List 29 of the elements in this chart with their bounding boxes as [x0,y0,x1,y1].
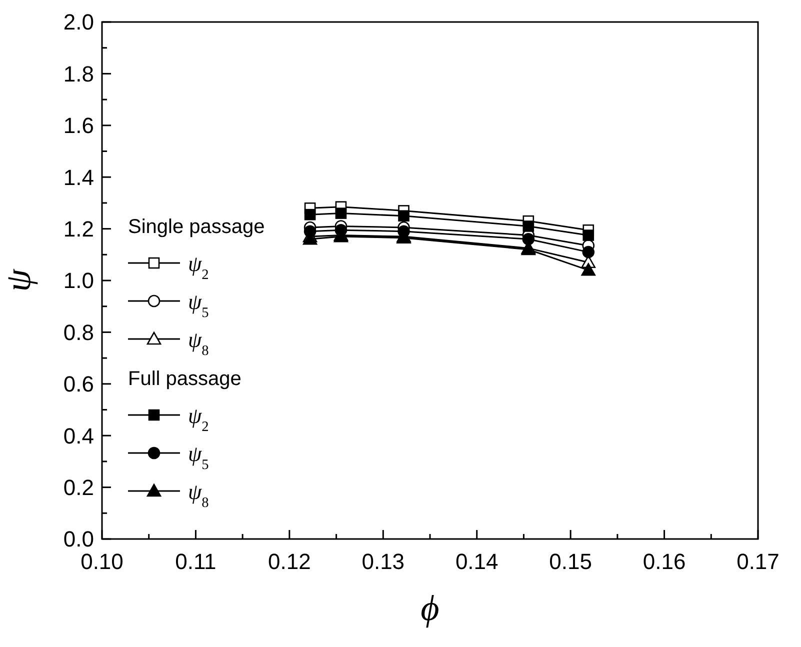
x-tick-label: 0.13 [362,549,405,574]
y-tick-label: 1.6 [63,113,94,138]
legend-label: ψ$_{8}$ [188,479,209,511]
annotation: Single passage [128,216,265,238]
y-tick-label: 0.0 [63,526,94,552]
y-tick-label: 1.0 [63,268,94,294]
y-tick-label: 1.4 [63,164,94,190]
legend-label: ψ$_{2}$ [188,251,209,283]
legend-label: ψ$_{5}$ [188,289,209,321]
annotation: Full passage [128,368,242,390]
x-tick-label: 0.10 [80,549,124,574]
x-tick-label: 0.16 [642,549,686,574]
y-axis-title: ψ [0,268,38,292]
y-tick-label: 1.2 [63,216,94,242]
y-tick-label: 1.8 [63,61,94,86]
x-tick-label: 0.12 [268,549,311,574]
y-tick-label: 0.8 [63,320,94,345]
y-tick-label: 2.0 [63,10,94,35]
x-tick-label: 0.17 [736,549,780,574]
legend-label: ψ$_{8}$ [188,327,209,359]
x-tick-label: 0.15 [549,549,592,574]
legend-label: ψ$_{5}$ [188,441,209,473]
x-axis-title: ϕ [420,588,440,628]
y-tick-label: 0.6 [63,372,94,397]
y-tick-label: 0.2 [63,475,94,500]
legend-label: ψ$_{2}$ [188,403,209,435]
x-tick-label: 0.11 [175,549,216,574]
y-tick-label: 0.4 [63,423,94,448]
x-tick-label: 0.14 [455,549,498,574]
